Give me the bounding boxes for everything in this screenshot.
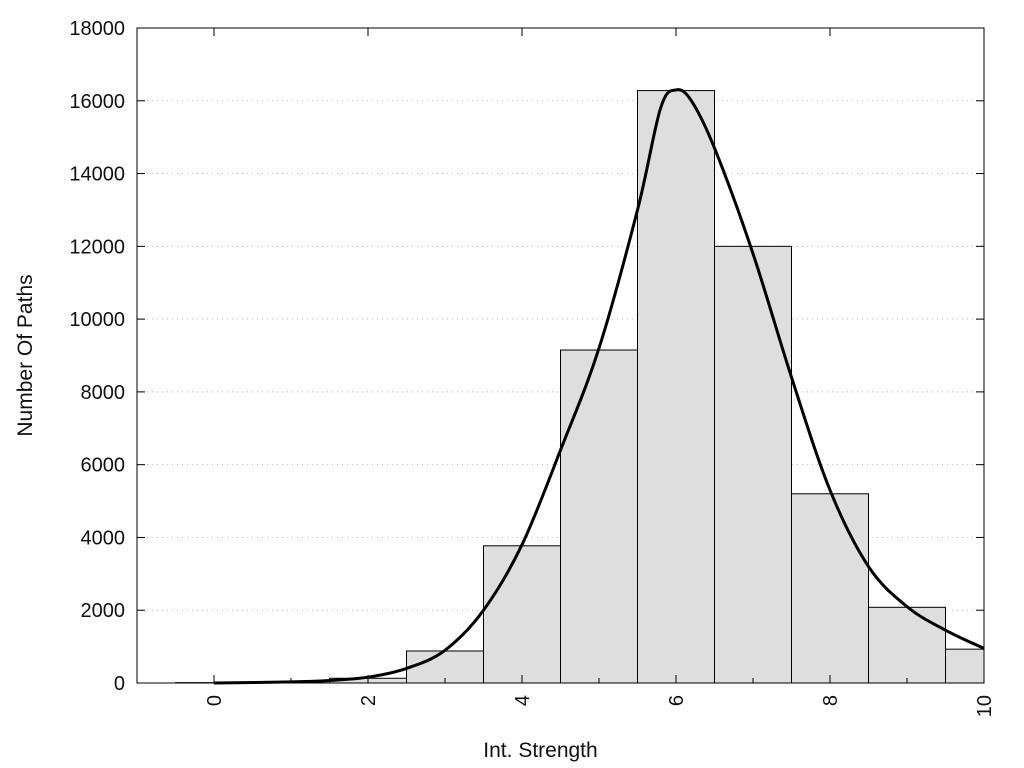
x-tick-label: 4: [512, 695, 534, 706]
x-tick-label: 0: [204, 695, 226, 706]
histogram-bars: [175, 90, 985, 684]
histogram-bar-6: [637, 90, 715, 684]
y-tick-label: 6000: [81, 455, 126, 477]
histogram-bar-9: [868, 606, 946, 684]
density-curve: [213, 88, 985, 685]
x-axis-label: Int. Strength: [483, 739, 597, 762]
y-tick-label: 18000: [69, 18, 125, 40]
x-tick-label: 6: [666, 695, 688, 706]
y-tick-label: 4000: [81, 527, 126, 549]
histogram-bar-10: [945, 648, 985, 684]
y-tick-label: 16000: [69, 91, 125, 113]
plot-frame: [136, 27, 985, 684]
y-tick-label: 0: [114, 673, 125, 695]
y-tick-label: 14000: [69, 164, 125, 186]
y-axis-label: Number Of Paths: [14, 274, 37, 436]
histogram-bar-7: [714, 245, 792, 684]
y-tick-label: 2000: [81, 600, 126, 622]
histogram-bar-4: [483, 545, 561, 684]
histogram-bar-5: [560, 349, 638, 684]
axis-ticks: 0 2000 4000 6000 8000 10000 12000 14000 16000 180…: [69, 18, 996, 717]
y-tick-label: 10000: [69, 309, 125, 331]
x-tick-label: 10: [974, 695, 996, 717]
density-curve-group: [213, 88, 985, 685]
histogram-bar-8: [791, 493, 869, 684]
x-tick-label: 2: [358, 695, 380, 706]
y-tick-label: 8000: [81, 382, 126, 404]
y-tick-label: 12000: [69, 236, 125, 258]
x-tick-label: 8: [820, 695, 842, 706]
